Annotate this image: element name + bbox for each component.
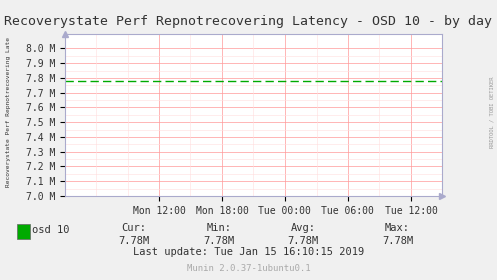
Text: 7.78M: 7.78M	[288, 236, 319, 246]
Text: 7.78M: 7.78M	[203, 236, 234, 246]
Text: Munin 2.0.37-1ubuntu0.1: Munin 2.0.37-1ubuntu0.1	[187, 264, 310, 273]
Text: Min:: Min:	[206, 223, 231, 233]
Text: 7.78M: 7.78M	[119, 236, 150, 246]
Text: Avg:: Avg:	[291, 223, 316, 233]
Text: Recoverystate Perf Repnotrecovering Late: Recoverystate Perf Repnotrecovering Late	[6, 37, 11, 187]
Text: Recoverystate Perf Repnotrecovering Latency - OSD 10 - by day: Recoverystate Perf Repnotrecovering Late…	[4, 15, 493, 28]
Text: osd 10: osd 10	[32, 225, 70, 235]
Text: Cur:: Cur:	[122, 223, 147, 233]
Text: Last update: Tue Jan 15 16:10:15 2019: Last update: Tue Jan 15 16:10:15 2019	[133, 247, 364, 257]
Text: 7.78M: 7.78M	[382, 236, 413, 246]
Text: RRDTOOL / TOBI OETIKER: RRDTOOL / TOBI OETIKER	[490, 76, 495, 148]
Text: Max:: Max:	[385, 223, 410, 233]
